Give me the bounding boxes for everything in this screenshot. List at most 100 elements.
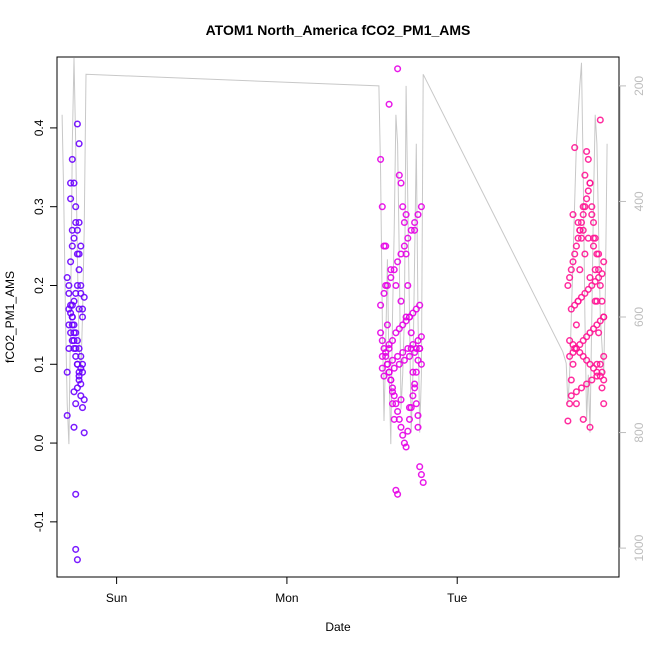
data-point (569, 360, 577, 368)
data-point (378, 203, 386, 211)
data-point (390, 392, 398, 400)
data-point (574, 297, 582, 305)
data-point (591, 297, 599, 305)
data-point (77, 380, 85, 388)
data-point (77, 392, 85, 400)
data-point (576, 266, 584, 274)
data-point (409, 341, 417, 349)
data-point (73, 556, 81, 564)
data-point (579, 337, 587, 345)
data-point (600, 258, 608, 266)
data-point (576, 341, 584, 349)
data-point (388, 356, 397, 364)
data-point (397, 250, 405, 258)
data-point (598, 270, 606, 278)
data-point (566, 274, 574, 282)
data-point (67, 309, 75, 317)
data-point (392, 400, 400, 408)
data-point (378, 352, 386, 360)
data-point (72, 545, 80, 553)
data-point (75, 218, 83, 227)
y2-tick-label: 600 (632, 307, 646, 327)
data-point (78, 368, 87, 376)
data-point (414, 411, 422, 420)
data-point (72, 289, 80, 297)
data-point (600, 400, 608, 408)
data-point (588, 281, 596, 290)
data-point (583, 147, 591, 156)
data-point (70, 321, 78, 329)
data-point (72, 218, 80, 227)
data-point (75, 376, 83, 384)
data-point (404, 427, 412, 435)
data-point (72, 329, 80, 337)
data-point (571, 144, 579, 152)
data-point (586, 360, 594, 368)
data-point (588, 376, 596, 384)
data-point (598, 384, 606, 392)
data-point (577, 384, 586, 392)
data-point (591, 234, 599, 242)
data-point (67, 258, 75, 266)
data-point (595, 274, 603, 282)
data-point (579, 352, 587, 360)
data-point (382, 348, 390, 357)
data-point (392, 281, 400, 290)
data-point (387, 376, 395, 384)
data-point (68, 155, 76, 163)
data-point (579, 211, 587, 219)
y2-tick-label: 800 (632, 422, 646, 442)
data-point (377, 329, 385, 337)
data-point (378, 364, 386, 372)
data-point (414, 211, 422, 219)
data-point (567, 376, 575, 384)
data-point (589, 242, 598, 250)
data-point (584, 234, 592, 242)
x-tick-label: Mon (275, 591, 298, 605)
data-point (399, 203, 407, 211)
data-point (80, 429, 88, 437)
data-point (577, 293, 586, 301)
scatter-points-layer (63, 65, 608, 564)
y-axis-label: fCO2_PM1_AMS (3, 271, 17, 363)
y2-tick-label: 400 (632, 191, 646, 211)
x-axis-label: Date (325, 620, 351, 634)
data-point (80, 396, 88, 404)
data-point (416, 344, 424, 353)
data-point (596, 116, 604, 124)
data-point (572, 344, 580, 353)
data-point (397, 396, 405, 404)
data-point (63, 411, 71, 420)
data-point (409, 368, 417, 376)
data-point (405, 352, 414, 360)
data-point (394, 258, 402, 266)
data-point (586, 274, 594, 282)
data-point (380, 372, 388, 380)
data-point (583, 333, 591, 341)
data-point (75, 344, 83, 353)
data-point (417, 471, 425, 479)
data-point (399, 348, 407, 357)
data-point (566, 400, 574, 408)
data-point (579, 226, 587, 234)
data-point (397, 423, 405, 431)
data-point (68, 242, 76, 250)
data-point (77, 364, 85, 372)
data-point (567, 392, 575, 400)
data-point (584, 187, 592, 195)
data-point (571, 250, 579, 258)
data-point (400, 218, 408, 227)
y2-tick-label: 200 (632, 76, 646, 96)
data-point (78, 313, 87, 321)
data-point (411, 384, 419, 392)
altitude-series-line (61, 57, 608, 445)
data-point (593, 321, 601, 329)
data-point (405, 415, 414, 423)
data-point (402, 317, 410, 325)
data-point (388, 400, 397, 408)
y-tick-label: 0.1 (32, 356, 46, 373)
data-point (572, 388, 580, 396)
data-point (589, 325, 598, 333)
data-point (77, 242, 85, 250)
data-point (417, 360, 425, 368)
